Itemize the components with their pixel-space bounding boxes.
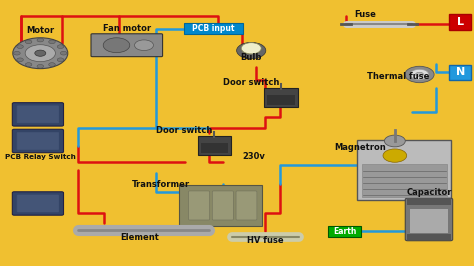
Text: N: N [456, 68, 465, 77]
Circle shape [14, 51, 20, 55]
Text: 230v: 230v [242, 152, 265, 161]
Text: Door switch: Door switch [223, 78, 279, 87]
FancyBboxPatch shape [12, 129, 64, 153]
FancyBboxPatch shape [212, 191, 233, 220]
Circle shape [60, 51, 67, 55]
Text: PCB input: PCB input [192, 24, 235, 33]
FancyBboxPatch shape [267, 95, 295, 105]
Circle shape [410, 69, 429, 80]
Circle shape [135, 40, 154, 51]
Circle shape [17, 58, 23, 62]
Text: Capacitor: Capacitor [406, 188, 452, 197]
Circle shape [49, 63, 55, 66]
FancyBboxPatch shape [407, 234, 451, 240]
FancyBboxPatch shape [201, 143, 228, 153]
Text: Bulb: Bulb [240, 53, 262, 62]
FancyBboxPatch shape [449, 14, 471, 30]
Circle shape [405, 66, 434, 83]
Circle shape [37, 38, 44, 42]
Circle shape [57, 58, 64, 62]
Circle shape [103, 38, 130, 53]
FancyBboxPatch shape [91, 34, 163, 57]
Circle shape [384, 135, 405, 147]
FancyBboxPatch shape [410, 209, 448, 233]
Text: Thermal fuse: Thermal fuse [367, 72, 429, 81]
Circle shape [57, 45, 64, 48]
Text: HV fuse: HV fuse [247, 236, 284, 245]
Circle shape [37, 64, 44, 68]
Circle shape [416, 72, 423, 77]
FancyBboxPatch shape [12, 192, 64, 215]
Text: Motor: Motor [26, 26, 55, 35]
Text: L: L [457, 17, 464, 27]
Text: Transformer: Transformer [132, 180, 190, 189]
FancyBboxPatch shape [17, 132, 59, 149]
FancyBboxPatch shape [179, 185, 262, 226]
Text: Magnetron: Magnetron [334, 143, 386, 152]
Circle shape [237, 42, 266, 59]
FancyBboxPatch shape [12, 103, 64, 126]
Text: Fuse: Fuse [354, 10, 376, 19]
FancyBboxPatch shape [328, 226, 361, 237]
FancyBboxPatch shape [405, 198, 453, 241]
FancyBboxPatch shape [407, 199, 451, 205]
Circle shape [383, 149, 407, 162]
Text: Fan motor: Fan motor [103, 24, 151, 33]
FancyBboxPatch shape [17, 106, 59, 123]
Text: Earth: Earth [333, 227, 356, 236]
FancyBboxPatch shape [198, 136, 231, 155]
Circle shape [25, 63, 32, 66]
Circle shape [25, 45, 55, 62]
Circle shape [25, 40, 32, 44]
Text: Door switch: Door switch [156, 126, 212, 135]
FancyBboxPatch shape [189, 191, 210, 220]
Text: PCB Relay Switch: PCB Relay Switch [5, 153, 76, 160]
FancyBboxPatch shape [362, 164, 447, 197]
FancyBboxPatch shape [236, 191, 257, 220]
Text: Element: Element [120, 233, 159, 242]
Circle shape [49, 40, 55, 44]
FancyBboxPatch shape [264, 88, 298, 107]
Circle shape [17, 45, 23, 48]
Circle shape [13, 38, 68, 69]
FancyBboxPatch shape [357, 140, 451, 200]
FancyBboxPatch shape [449, 65, 471, 80]
FancyBboxPatch shape [184, 23, 243, 34]
Circle shape [35, 50, 46, 56]
Circle shape [241, 43, 261, 54]
FancyBboxPatch shape [17, 195, 59, 212]
